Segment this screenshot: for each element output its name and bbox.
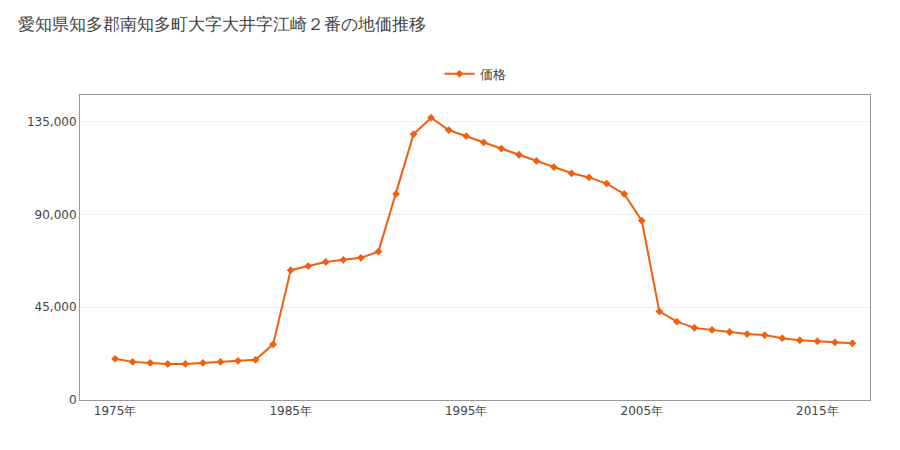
svg-text:90,000: 90,000 [35,208,77,222]
svg-text:2005年: 2005年 [621,404,664,418]
svg-text:0: 0 [69,393,77,407]
svg-text:1975年: 1975年 [94,404,137,418]
svg-text:1995年: 1995年 [445,404,488,418]
svg-text:135,000: 135,000 [27,115,77,129]
svg-text:1985年: 1985年 [269,404,312,418]
svg-text:2015年: 2015年 [796,404,839,418]
svg-text:価格: 価格 [480,67,506,82]
svg-text:愛知県知多郡南知多町大字大井字江崎２番の地価推移: 愛知県知多郡南知多町大字大井字江崎２番の地価推移 [18,14,426,34]
svg-text:45,000: 45,000 [35,300,77,314]
